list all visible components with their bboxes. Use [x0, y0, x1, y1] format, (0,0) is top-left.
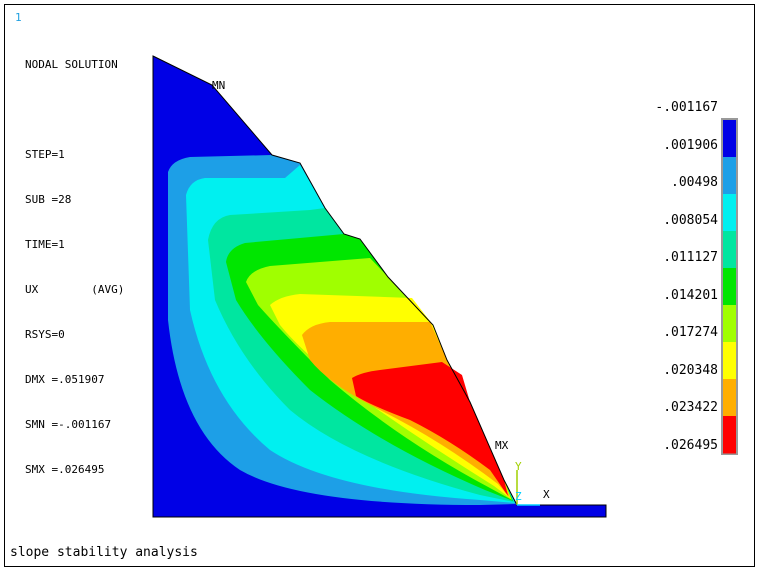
legend-value: -.001167	[655, 100, 718, 115]
triad-y-label: Y	[515, 460, 522, 473]
info-line-smx: SMX =.026495	[25, 463, 105, 476]
legend-value: .001906	[663, 137, 718, 153]
legend-value: .020348	[663, 362, 718, 378]
legend-swatch	[723, 342, 736, 380]
legend-value: .00498	[671, 175, 718, 191]
min-marker: MN	[212, 79, 225, 92]
legend-swatch	[723, 268, 736, 306]
triad-x-label: X	[543, 488, 550, 501]
info-line-dmx: DMX =.051907	[25, 373, 105, 386]
info-line-title: NODAL SOLUTION	[25, 58, 118, 71]
info-line-item: UX (AVG)	[25, 283, 125, 296]
legend-value: .026495	[663, 438, 718, 453]
legend-swatch	[723, 416, 736, 454]
legend-color-bar	[721, 118, 738, 455]
legend-value: .008054	[663, 212, 718, 228]
window-number: 1	[15, 11, 22, 24]
legend-swatch	[723, 120, 736, 158]
legend-swatch	[723, 231, 736, 269]
plot-title: slope stability analysis	[10, 545, 198, 560]
legend-swatch	[723, 379, 736, 417]
info-line-rsys: RSYS=0	[25, 328, 65, 341]
base-strip	[517, 505, 606, 517]
legend-swatch	[723, 157, 736, 195]
max-marker: MX	[495, 439, 509, 452]
legend-value: .014201	[663, 287, 718, 303]
legend-swatch	[723, 305, 736, 343]
result-info-block: NODAL SOLUTION STEP=1 SUB =28 TIME=1 UX …	[25, 27, 124, 507]
triad-z-label: Z	[515, 490, 522, 503]
slope-model	[152, 55, 607, 518]
model-outline	[152, 55, 607, 518]
legend-value: .023422	[663, 400, 718, 416]
info-line-sub: SUB =28	[25, 193, 72, 206]
legend-swatch	[723, 194, 736, 232]
legend-value: .017274	[663, 325, 718, 341]
legend-value: .011127	[663, 250, 718, 266]
coordinate-triad: Y Z X	[515, 460, 550, 506]
info-line-smn: SMN =-.001167	[25, 418, 112, 431]
info-line-time: TIME=1	[25, 238, 65, 251]
band-9	[352, 362, 508, 496]
info-line-step: STEP=1	[25, 148, 65, 161]
